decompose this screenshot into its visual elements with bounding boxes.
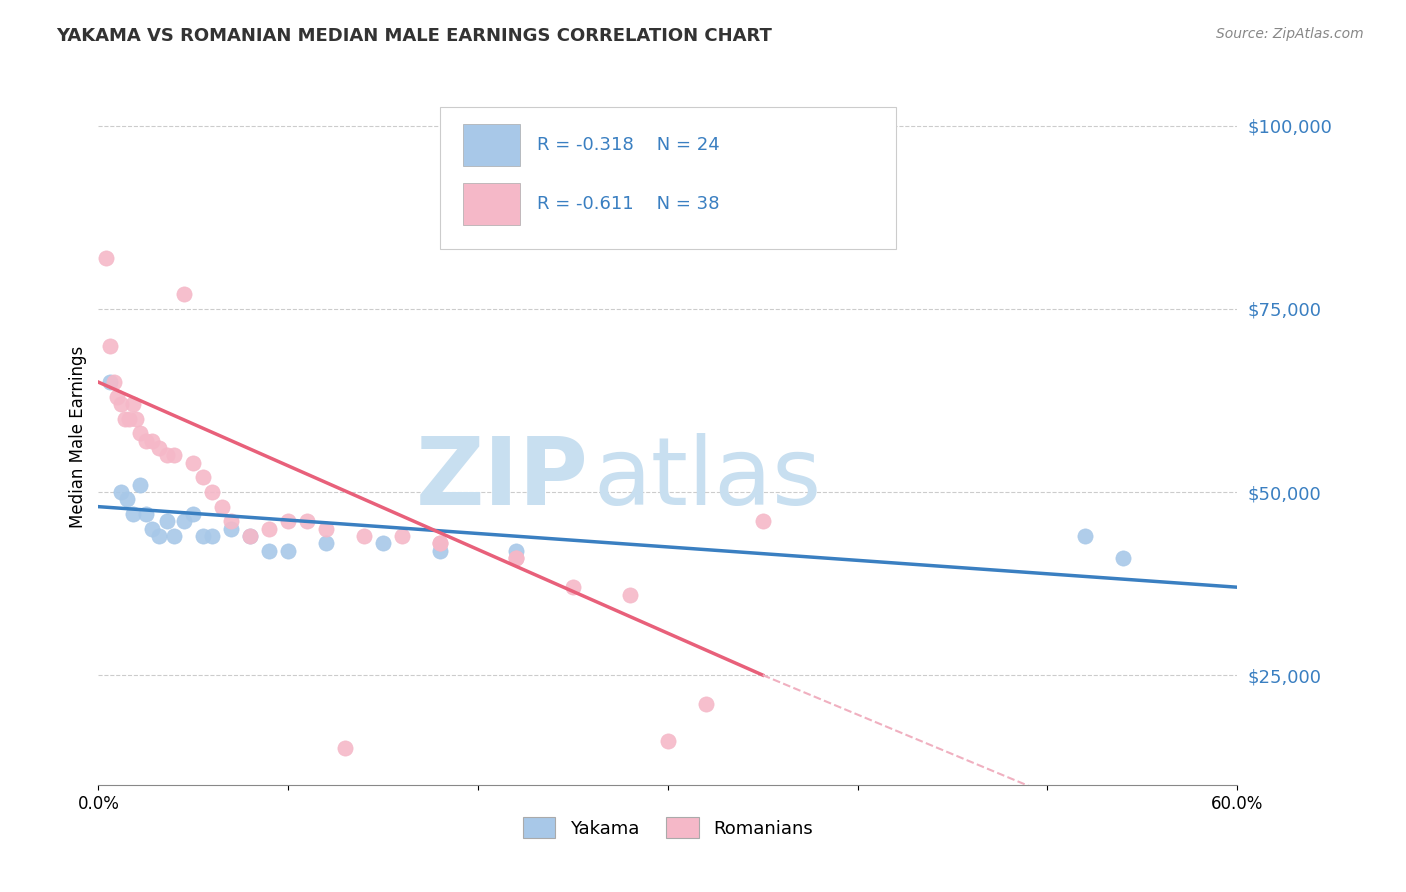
Point: [335, 741, 357, 756]
Point: [121, 507, 143, 521]
Point: [135, 507, 157, 521]
Point: [752, 514, 775, 528]
Point: [173, 514, 195, 528]
Point: [98, 375, 121, 389]
Point: [505, 543, 527, 558]
Point: [505, 550, 527, 565]
Point: [163, 529, 186, 543]
Point: [277, 514, 299, 528]
Point: [125, 411, 148, 425]
Point: [239, 529, 262, 543]
Point: [221, 522, 243, 536]
Point: [371, 536, 394, 550]
FancyBboxPatch shape: [440, 106, 896, 249]
Point: [619, 588, 641, 602]
Point: [110, 485, 132, 500]
Point: [163, 449, 186, 463]
Point: [141, 434, 163, 448]
Point: [657, 734, 679, 748]
Point: [1074, 529, 1097, 543]
Point: [505, 550, 527, 565]
Point: [297, 514, 319, 528]
Point: [391, 529, 413, 543]
Point: [211, 500, 233, 514]
Point: [148, 441, 170, 455]
Point: [110, 397, 132, 411]
Text: YAKAMA VS ROMANIAN MEDIAN MALE EARNINGS CORRELATION CHART: YAKAMA VS ROMANIAN MEDIAN MALE EARNINGS …: [56, 27, 772, 45]
Point: [129, 426, 152, 441]
Text: atlas: atlas: [593, 433, 823, 524]
Y-axis label: Median Male Earnings: Median Male Earnings: [69, 346, 87, 528]
Point: [695, 698, 717, 712]
Point: [129, 477, 152, 491]
Point: [429, 543, 451, 558]
Point: [118, 411, 141, 425]
Point: [141, 522, 163, 536]
Point: [562, 580, 585, 594]
Point: [103, 375, 125, 389]
Point: [221, 514, 243, 528]
Point: [156, 514, 179, 528]
Point: [98, 338, 121, 352]
Point: [191, 529, 214, 543]
Point: [259, 543, 281, 558]
Bar: [463, 183, 520, 225]
Point: [277, 543, 299, 558]
Point: [239, 529, 262, 543]
Text: ZIP: ZIP: [415, 433, 588, 524]
Point: [353, 529, 375, 543]
Point: [135, 434, 157, 448]
Point: [148, 529, 170, 543]
Text: Source: ZipAtlas.com: Source: ZipAtlas.com: [1216, 27, 1364, 41]
Text: R = -0.611    N = 38: R = -0.611 N = 38: [537, 195, 720, 213]
Point: [114, 411, 136, 425]
Point: [107, 390, 129, 404]
Point: [183, 456, 205, 470]
Point: [259, 522, 281, 536]
Point: [191, 470, 214, 484]
Point: [201, 529, 224, 543]
Point: [94, 251, 117, 265]
Point: [173, 287, 195, 301]
Point: [429, 536, 451, 550]
Point: [115, 492, 138, 507]
Point: [429, 536, 451, 550]
Point: [1112, 550, 1135, 565]
Bar: [463, 124, 520, 166]
Point: [183, 507, 205, 521]
Point: [315, 522, 337, 536]
Point: [156, 449, 179, 463]
Point: [315, 536, 337, 550]
Legend: Yakama, Romanians: Yakama, Romanians: [516, 810, 820, 846]
Point: [201, 485, 224, 500]
Point: [121, 397, 143, 411]
Text: R = -0.318    N = 24: R = -0.318 N = 24: [537, 136, 720, 153]
